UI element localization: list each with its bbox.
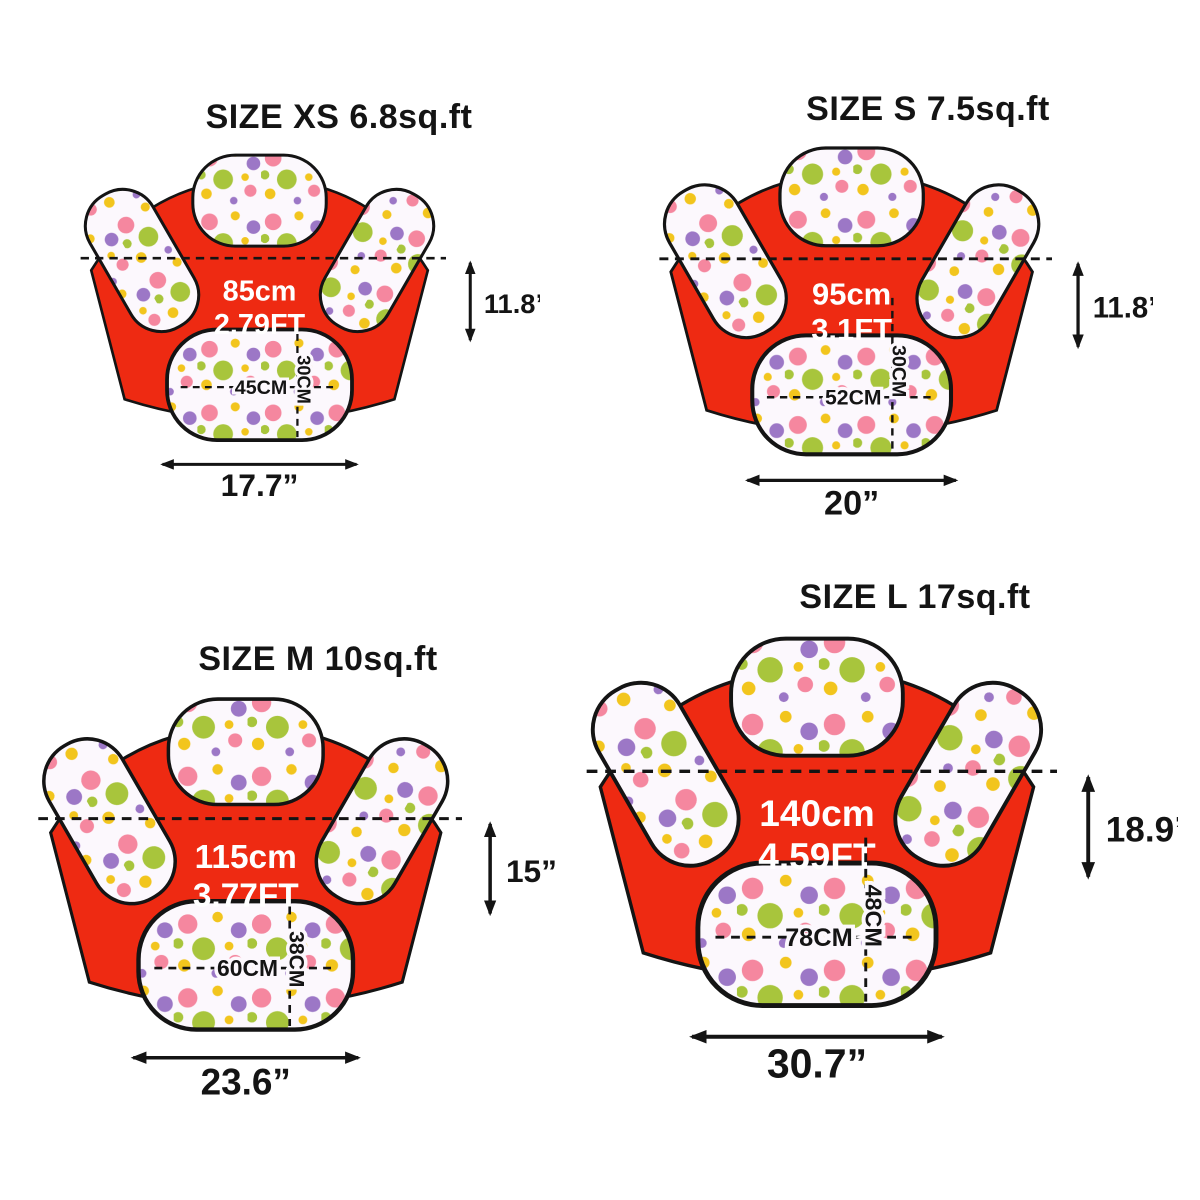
floor-depth-label: 30CM [887,345,909,397]
inner-width-cm-label: 95cm [812,276,891,311]
right-panel [892,680,1043,868]
floor-depth-label: 38CM [284,931,307,987]
inner-width-cm-label: 140cm [759,792,874,834]
product-s: SIZE S 7.5sq.ft 95cm 3.1FT 11.8” 52CM 30… [640,90,1160,518]
product-l: SIZE L 17sq.ft 140cm 4.59FT 18.9” 78CM 4… [565,578,1185,1082]
right-panel [318,187,436,334]
width-label: 20” [824,485,879,518]
left-panel [83,187,201,334]
size-title-l: SIZE L 17sq.ft [799,578,1031,616]
width-label: 17.7” [221,467,299,499]
left-panel [41,737,177,906]
left-panel [662,183,788,340]
right-panel [914,183,1040,340]
inner-width-ft-label: 3.77FT [192,878,298,915]
product-m: SIZE M 10sq.ft 115cm 3.77FT 15” 60CM 38C… [18,640,578,1098]
back-panel [166,697,325,807]
inner-width-ft-label: 3.1FT [811,312,892,347]
product-xs: SIZE XS 6.8sq.ft 85cm 2.79FT 11.8” 45CM … [45,98,565,499]
floor-depth-label: 30CM [293,355,313,404]
floor-width-label: 45CM [235,377,288,399]
ball-pit-illustration-l: 140cm 4.59FT 18.9” 78CM 48CM 30.7” [586,636,1178,1082]
right-panel [314,737,449,906]
left-panel [590,680,741,868]
inner-width-ft-label: 2.79FT [214,309,306,341]
size-title-m: SIZE M 10sq.ft [198,640,438,678]
floor-panel [694,860,938,1008]
floor-depth-label: 48CM [860,885,886,947]
floor-panel [749,333,953,457]
width-label: 23.6” [200,1062,290,1099]
height-label: 11.8” [484,288,540,319]
height-label: 11.8” [1092,291,1152,324]
floor-width-label: 78CM [785,924,853,952]
height-label: 18.9” [1105,811,1177,850]
size-title-xs: SIZE XS 6.8sq.ft [205,98,473,136]
inner-width-ft-label: 4.59FT [758,835,876,877]
floor-width-label: 60CM [217,955,278,981]
inner-width-cm-label: 115cm [194,839,296,876]
height-label: 15” [505,853,556,889]
size-title-s: SIZE S 7.5sq.ft [806,90,1050,128]
inner-width-cm-label: 85cm [223,276,297,308]
ball-pit-illustration-m: 115cm 3.77FT 15” 60CM 38CM 23.6” [37,697,556,1099]
floor-panel [165,327,354,443]
width-label: 30.7” [766,1041,866,1082]
ball-pit-illustration-s: 95cm 3.1FT 11.8” 52CM 30CM 20” [658,146,1153,518]
floor-width-label: 52CM [825,387,881,410]
back-panel [191,153,328,248]
back-panel [728,636,905,758]
back-panel [777,146,925,248]
ball-pit-illustration-xs: 85cm 2.79FT 11.8” 45CM 30CM 17.7” [80,153,540,499]
floor-panel [135,899,355,1032]
